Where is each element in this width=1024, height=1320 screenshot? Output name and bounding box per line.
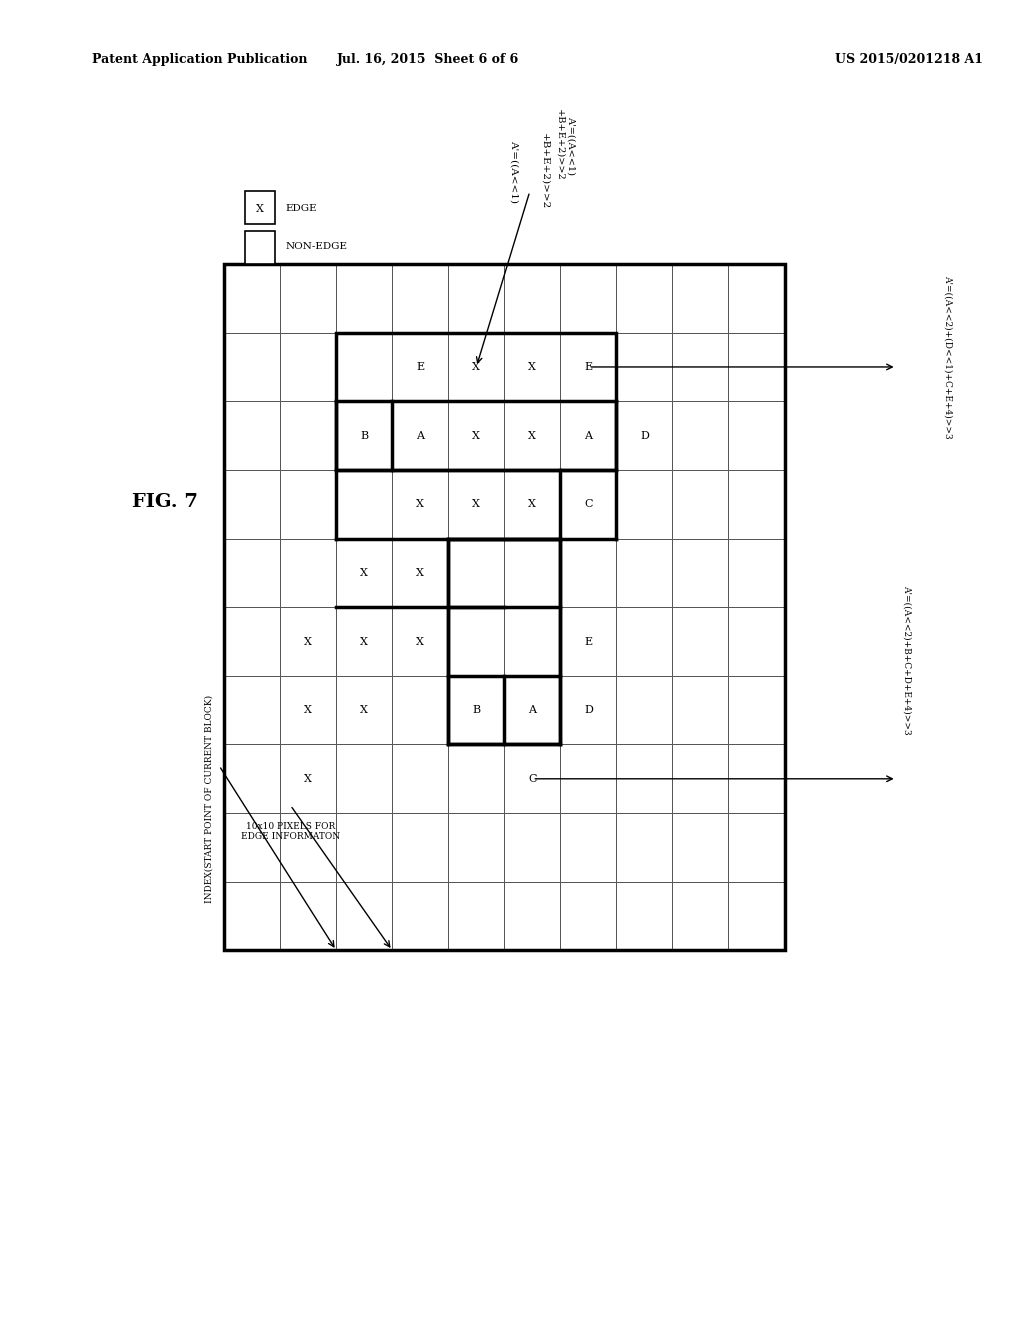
Bar <box>281 470 336 539</box>
Bar <box>281 264 336 333</box>
Bar <box>505 882 560 950</box>
Text: X: X <box>417 499 424 510</box>
Bar <box>449 539 505 607</box>
Bar <box>505 401 560 470</box>
Bar <box>616 264 673 333</box>
Bar <box>449 264 505 333</box>
Text: A: A <box>417 430 424 441</box>
Bar <box>728 813 784 882</box>
Bar <box>616 676 673 744</box>
Text: A'=((A<<2)+(D<<1)+C+E+4)>>3: A'=((A<<2)+(D<<1)+C+E+4)>>3 <box>943 275 952 438</box>
Bar <box>449 470 505 539</box>
Bar <box>673 401 728 470</box>
Text: C: C <box>584 499 593 510</box>
Bar <box>336 401 392 470</box>
Text: X: X <box>528 362 537 372</box>
Bar <box>449 813 505 882</box>
Bar <box>336 333 392 401</box>
Bar <box>560 882 616 950</box>
Text: D: D <box>640 430 649 441</box>
Bar <box>281 813 336 882</box>
Bar <box>449 401 505 470</box>
Text: X: X <box>417 636 424 647</box>
Bar <box>224 813 281 882</box>
Bar <box>336 882 392 950</box>
Bar <box>281 401 336 470</box>
Bar <box>392 264 449 333</box>
Text: X: X <box>472 499 480 510</box>
Bar <box>392 401 449 470</box>
Text: X: X <box>417 568 424 578</box>
Bar <box>616 401 673 470</box>
Bar <box>281 882 336 950</box>
Bar <box>560 401 616 470</box>
Bar <box>449 607 505 676</box>
Bar <box>224 539 281 607</box>
Bar <box>224 882 281 950</box>
Text: X: X <box>528 499 537 510</box>
Text: X: X <box>256 203 264 214</box>
Bar <box>245 231 275 264</box>
Bar <box>728 676 784 744</box>
Text: X: X <box>304 774 312 784</box>
Bar <box>392 607 449 676</box>
Bar <box>505 676 560 744</box>
Bar <box>336 676 392 744</box>
Text: B: B <box>472 705 480 715</box>
Bar <box>673 676 728 744</box>
Text: Jul. 16, 2015  Sheet 6 of 6: Jul. 16, 2015 Sheet 6 of 6 <box>337 53 519 66</box>
Bar <box>449 539 560 744</box>
Bar <box>281 676 336 744</box>
Text: X: X <box>304 705 312 715</box>
Bar <box>449 333 505 401</box>
Text: A'=((A<<1)
+B+E+2)>>2: A'=((A<<1) +B+E+2)>>2 <box>556 110 575 181</box>
Bar <box>505 470 560 539</box>
Bar <box>673 264 728 333</box>
Bar <box>505 539 560 607</box>
Bar <box>392 882 449 950</box>
Bar <box>336 333 616 470</box>
Bar <box>245 191 275 224</box>
Bar <box>505 744 560 813</box>
Bar <box>673 333 728 401</box>
Text: X: X <box>304 636 312 647</box>
Bar <box>336 539 392 607</box>
Bar <box>616 607 673 676</box>
Bar <box>336 744 392 813</box>
Text: Patent Application Publication: Patent Application Publication <box>92 53 307 66</box>
Bar <box>336 607 392 676</box>
Text: X: X <box>360 705 369 715</box>
Bar <box>560 470 616 539</box>
Bar <box>728 607 784 676</box>
Bar <box>336 470 392 539</box>
Bar <box>281 744 336 813</box>
Bar <box>673 813 728 882</box>
Text: D: D <box>584 705 593 715</box>
Text: X: X <box>472 362 480 372</box>
Bar <box>224 607 281 676</box>
Bar <box>392 470 449 539</box>
Bar <box>336 813 392 882</box>
Bar <box>560 607 616 676</box>
Text: A: A <box>528 705 537 715</box>
Bar <box>505 607 560 676</box>
Text: X: X <box>360 568 369 578</box>
Bar <box>673 882 728 950</box>
Text: X: X <box>472 430 480 441</box>
Text: B: B <box>360 430 369 441</box>
Bar <box>728 333 784 401</box>
Bar <box>505 264 560 333</box>
Bar <box>224 333 281 401</box>
Bar <box>392 744 449 813</box>
Bar <box>281 333 336 401</box>
Bar <box>616 539 673 607</box>
Bar <box>616 744 673 813</box>
Text: E: E <box>585 636 593 647</box>
Bar <box>616 813 673 882</box>
Bar <box>449 744 505 813</box>
Bar <box>449 882 505 950</box>
Text: X: X <box>528 430 537 441</box>
Text: A'=((A<<2)+B+C+D+E+4)>>3: A'=((A<<2)+B+C+D+E+4)>>3 <box>902 585 911 735</box>
Bar <box>281 539 336 607</box>
Bar <box>560 744 616 813</box>
